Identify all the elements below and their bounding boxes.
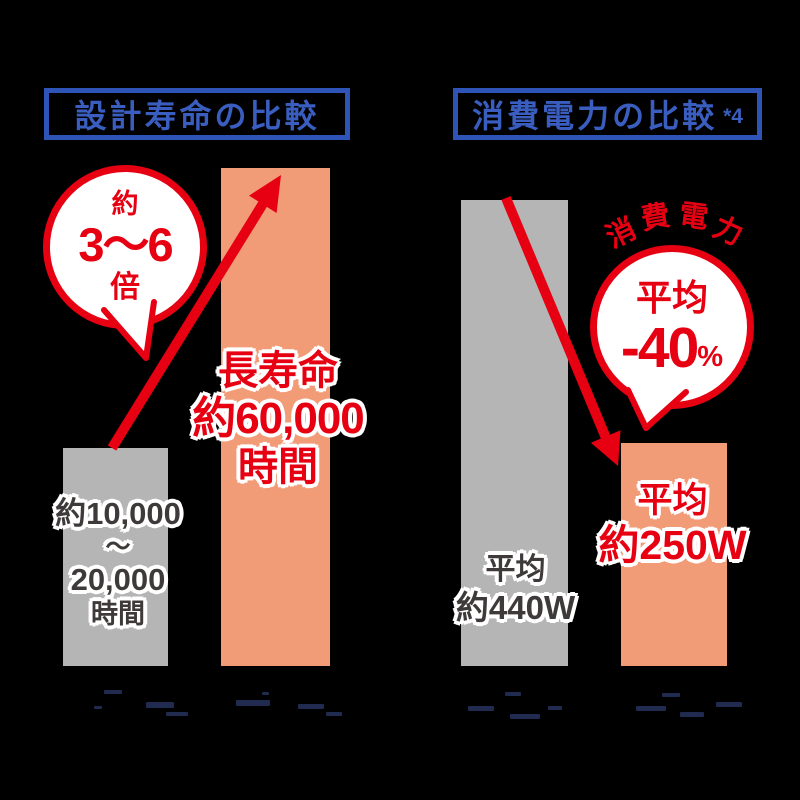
power-bubble: 平均 -40 % [590, 245, 754, 409]
obscured-label-fragment [104, 690, 122, 694]
power-bubble-top: 平均 [635, 277, 708, 318]
power-led-bar [621, 443, 727, 666]
lifespan-conventional-line2: ～ [105, 533, 131, 561]
obscured-label-fragment [680, 712, 704, 717]
lifespan-title-box: 設計寿命の比較 [44, 88, 350, 140]
obscured-label-fragment [236, 700, 270, 706]
lifespan-conventional-line1: 約10,000 [55, 496, 181, 531]
power-conventional-line1: 平均 [485, 553, 546, 586]
lifespan-led-line3: 時間 [238, 445, 318, 489]
obscured-label-fragment [548, 706, 562, 710]
power-arc-char-3: 電 [677, 199, 710, 235]
obscured-label-fragment [510, 714, 540, 719]
power-arc-char-4: 力 [708, 211, 748, 253]
obscured-label-fragment [94, 706, 102, 709]
lifespan-title: 設計寿命の比較 [74, 98, 320, 134]
power-led-line2: 約250W [598, 522, 747, 568]
obscured-label-fragment [662, 693, 680, 697]
power-conventional-line2: 約440W [455, 589, 576, 626]
power-conventional-value-label: 平均 約440W [438, 552, 593, 628]
lifespan-bubble-middle: 3～6 [78, 218, 173, 271]
obscured-label-fragment [716, 702, 742, 707]
lifespan-bubble-top: 約 [111, 189, 139, 219]
obscured-label-fragment [298, 704, 324, 709]
obscured-label-fragment [146, 702, 174, 708]
lifespan-conventional-value-label: 約10,000 ～ 20,000 時間 [22, 496, 214, 630]
lifespan-bubble-bottom: 倍 [110, 271, 140, 304]
power-bubble-unit: % [697, 341, 724, 373]
lifespan-conventional-bar [63, 448, 168, 666]
lifespan-bubble: 約 3～6 倍 [43, 165, 207, 329]
obscured-label-fragment [326, 712, 342, 716]
power-title: 消費電力の比較 [472, 98, 718, 134]
power-led-value-label: 平均 約250W [575, 480, 770, 569]
power-title-footnote: *4 [723, 105, 743, 128]
lifespan-led-line1: 長寿命 [218, 349, 338, 393]
obscured-label-fragment [505, 692, 521, 696]
lifespan-led-line2: 約60,000 [192, 394, 365, 443]
power-bubble-value: -40 [620, 316, 699, 380]
power-arc-char-2: 費 [638, 199, 673, 237]
obscured-label-fragment [468, 706, 494, 711]
obscured-label-fragment [636, 706, 666, 711]
obscured-label-fragment [166, 712, 188, 716]
lifespan-conventional-line3: 20,000 [70, 562, 166, 597]
power-title-box: 消費電力の比較 *4 [453, 88, 762, 140]
power-led-line1: 平均 [637, 481, 708, 520]
obscured-label-fragment [262, 692, 269, 695]
lifespan-conventional-line4: 時間 [91, 599, 145, 629]
power-arc-char-1: 消 [601, 212, 642, 255]
lifespan-led-value-label: 長寿命 約60,000 時間 [160, 348, 396, 490]
